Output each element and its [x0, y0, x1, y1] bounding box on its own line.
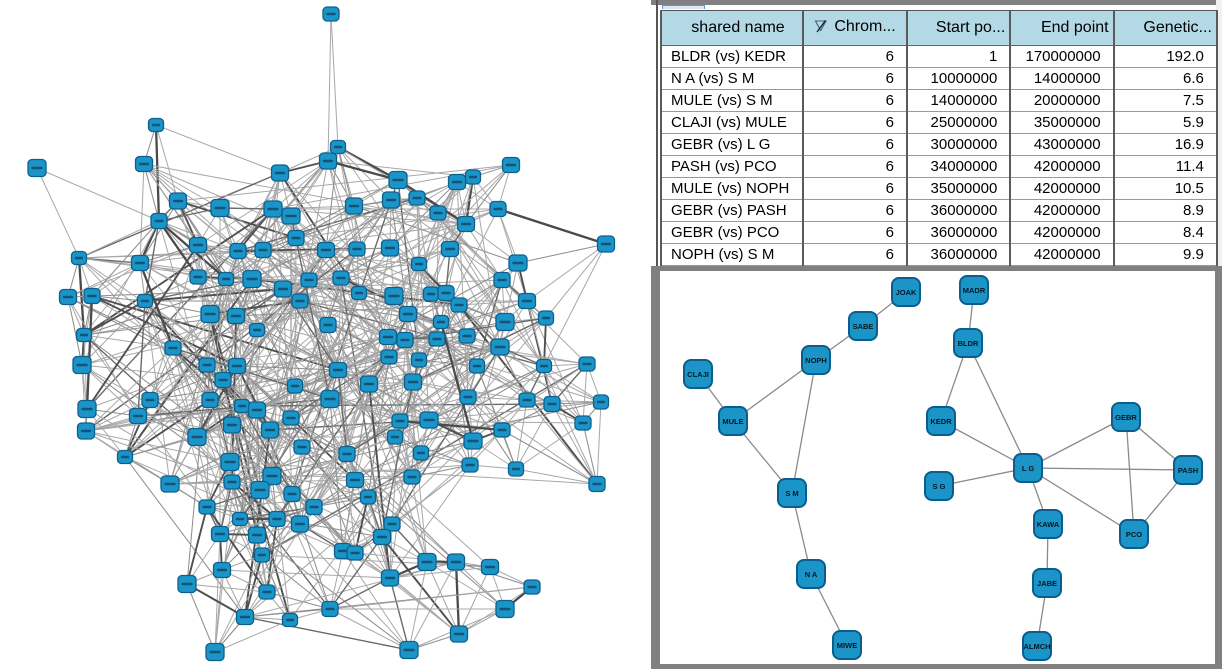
svg-text:CLAJI: CLAJI — [687, 370, 709, 379]
svg-text:MIWE: MIWE — [837, 641, 857, 650]
svg-text:NOPH: NOPH — [805, 356, 827, 365]
svg-text:GEBR: GEBR — [1115, 413, 1137, 422]
svg-text:MADR: MADR — [963, 286, 986, 295]
svg-text:PASH: PASH — [1178, 466, 1198, 475]
svg-text:SABE: SABE — [853, 322, 874, 331]
svg-text:JABE: JABE — [1037, 579, 1057, 588]
svg-text:JOAK: JOAK — [896, 288, 917, 297]
svg-text:S G: S G — [933, 482, 946, 491]
svg-text:S M: S M — [785, 489, 798, 498]
svg-text:BLDR: BLDR — [958, 339, 979, 348]
svg-text:PCO: PCO — [1126, 530, 1142, 539]
svg-text:L G: L G — [1022, 464, 1035, 473]
svg-text:KAWA: KAWA — [1037, 520, 1060, 529]
svg-text:ALMCH: ALMCH — [1023, 642, 1050, 651]
svg-text:MULE: MULE — [722, 417, 743, 426]
svg-text:N A: N A — [805, 570, 818, 579]
svg-text:KEDR: KEDR — [930, 417, 952, 426]
